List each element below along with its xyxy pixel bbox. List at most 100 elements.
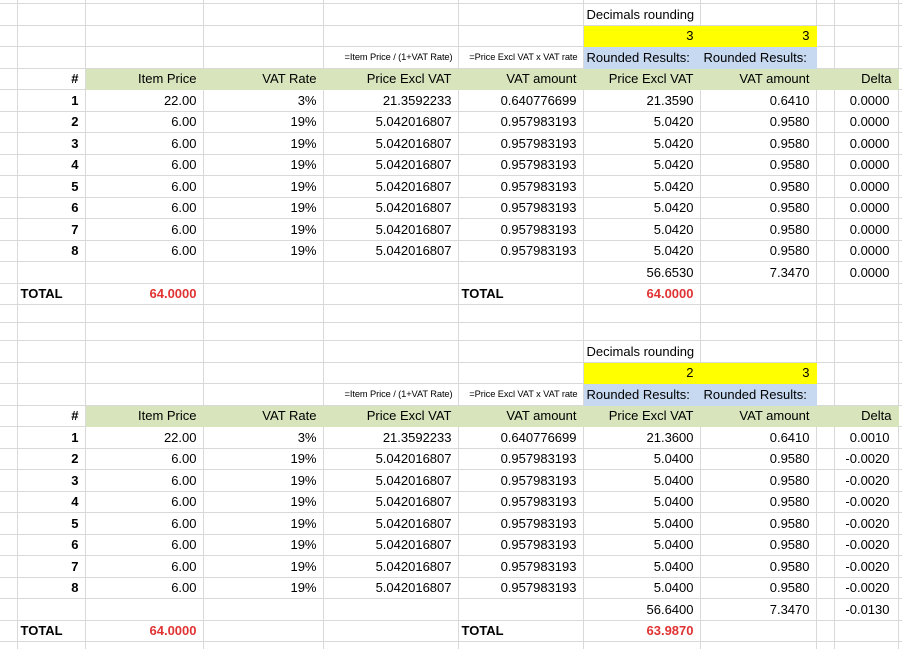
cell-vat-amount[interactable]: 0.957983193 — [458, 240, 583, 262]
cell-delta[interactable]: -0.0020 — [834, 577, 898, 599]
cell-row-number[interactable]: 8 — [17, 240, 85, 262]
cell-delta[interactable]: 0.0000 — [834, 240, 898, 262]
formula-vat-amount[interactable]: =Price Excl VAT x VAT rate — [458, 47, 583, 69]
formula-price-excl-vat[interactable]: =Item Price / (1+VAT Rate) — [323, 384, 458, 406]
cell-rounded-vat-amount[interactable]: 0.9580 — [700, 240, 816, 262]
cell-item-price[interactable]: 6.00 — [85, 197, 203, 219]
cell-item-price[interactable]: 6.00 — [85, 240, 203, 262]
header-number[interactable]: # — [17, 68, 85, 90]
header-item-price[interactable]: Item Price — [85, 68, 203, 90]
cell-row-number[interactable]: 3 — [17, 470, 85, 492]
cell-rounded-vat-amount[interactable]: 0.9580 — [700, 470, 816, 492]
cell-rounded-price-excl-vat[interactable]: 5.0420 — [583, 154, 700, 176]
cell-rounded-vat-amount[interactable]: 0.9580 — [700, 556, 816, 578]
cell-rounded-price-excl-vat[interactable]: 21.3590 — [583, 90, 700, 112]
cell-rounded-price-excl-vat[interactable]: 5.0400 — [583, 470, 700, 492]
cell-row-number[interactable]: 6 — [17, 197, 85, 219]
cell-vat-amount[interactable]: 0.957983193 — [458, 513, 583, 535]
header-vat-amount[interactable]: VAT amount — [458, 405, 583, 427]
cell-item-price[interactable]: 6.00 — [85, 491, 203, 513]
cell-item-price[interactable]: 22.00 — [85, 90, 203, 112]
cell-price-excl-vat[interactable]: 5.042016807 — [323, 197, 458, 219]
total-label-right[interactable]: TOTAL — [458, 620, 583, 642]
cell-delta[interactable]: -0.0020 — [834, 491, 898, 513]
cell-item-price[interactable]: 6.00 — [85, 513, 203, 535]
cell-price-excl-vat[interactable]: 5.042016807 — [323, 133, 458, 155]
cell-row-number[interactable]: 7 — [17, 219, 85, 241]
cell-delta[interactable]: 0.0000 — [834, 90, 898, 112]
cell-delta[interactable]: -0.0020 — [834, 470, 898, 492]
cell-item-price[interactable]: 6.00 — [85, 577, 203, 599]
cell-rounded-price-excl-vat[interactable]: 5.0400 — [583, 534, 700, 556]
cell-vat-rate[interactable]: 19% — [203, 534, 323, 556]
cell-rounded-vat-amount[interactable]: 0.9580 — [700, 111, 816, 133]
subtotal-rounded-price-excl-vat[interactable]: 56.6530 — [583, 262, 700, 284]
cell-item-price[interactable]: 6.00 — [85, 534, 203, 556]
cell-row-number[interactable]: 1 — [17, 90, 85, 112]
cell-price-excl-vat[interactable]: 5.042016807 — [323, 219, 458, 241]
rounded-results-label-1[interactable]: Rounded Results: — [583, 47, 700, 69]
cell-delta[interactable]: 0.0000 — [834, 154, 898, 176]
header-rounded-price-excl-vat[interactable]: Price Excl VAT — [583, 405, 700, 427]
cell-row-number[interactable]: 1 — [17, 427, 85, 449]
cell-item-price[interactable]: 6.00 — [85, 470, 203, 492]
rounding-decimals-cell-2[interactable]: 3 — [700, 25, 816, 47]
header-item-price[interactable]: Item Price — [85, 405, 203, 427]
cell-rounded-price-excl-vat[interactable]: 5.0420 — [583, 219, 700, 241]
total-item-price[interactable]: 64.0000 — [85, 620, 203, 642]
cell-vat-amount[interactable]: 0.957983193 — [458, 133, 583, 155]
cell-rounded-vat-amount[interactable]: 0.6410 — [700, 427, 816, 449]
cell-rounded-vat-amount[interactable]: 0.9580 — [700, 577, 816, 599]
cell-delta[interactable]: -0.0020 — [834, 513, 898, 535]
formula-vat-amount[interactable]: =Price Excl VAT x VAT rate — [458, 384, 583, 406]
cell-vat-amount[interactable]: 0.957983193 — [458, 111, 583, 133]
cell-item-price[interactable]: 6.00 — [85, 154, 203, 176]
subtotal-delta[interactable]: -0.0130 — [834, 599, 898, 621]
cell-rounded-vat-amount[interactable]: 0.9580 — [700, 154, 816, 176]
cell-vat-amount[interactable]: 0.957983193 — [458, 556, 583, 578]
cell-item-price[interactable]: 6.00 — [85, 219, 203, 241]
cell-delta[interactable]: 0.0000 — [834, 219, 898, 241]
cell-vat-rate[interactable]: 19% — [203, 577, 323, 599]
cell-rounded-price-excl-vat[interactable]: 5.0420 — [583, 240, 700, 262]
section-title[interactable]: Decimals rounding — [583, 4, 700, 26]
cell-vat-amount[interactable]: 0.957983193 — [458, 176, 583, 198]
cell-row-number[interactable]: 6 — [17, 534, 85, 556]
cell-price-excl-vat[interactable]: 21.3592233 — [323, 427, 458, 449]
cell-vat-amount[interactable]: 0.957983193 — [458, 219, 583, 241]
subtotal-rounded-price-excl-vat[interactable]: 56.6400 — [583, 599, 700, 621]
cell-rounded-vat-amount[interactable]: 0.9580 — [700, 219, 816, 241]
cell-vat-amount[interactable]: 0.957983193 — [458, 470, 583, 492]
cell-item-price[interactable]: 22.00 — [85, 427, 203, 449]
cell-price-excl-vat[interactable]: 5.042016807 — [323, 176, 458, 198]
cell-delta[interactable]: 0.0000 — [834, 176, 898, 198]
header-rounded-price-excl-vat[interactable]: Price Excl VAT — [583, 68, 700, 90]
cell-vat-amount[interactable]: 0.957983193 — [458, 197, 583, 219]
cell-rounded-vat-amount[interactable]: 0.9580 — [700, 197, 816, 219]
cell-rounded-vat-amount[interactable]: 0.6410 — [700, 90, 816, 112]
cell-rounded-price-excl-vat[interactable]: 5.0400 — [583, 491, 700, 513]
rounding-decimals-cell-2[interactable]: 3 — [700, 362, 816, 384]
cell-price-excl-vat[interactable]: 5.042016807 — [323, 534, 458, 556]
cell-rounded-price-excl-vat[interactable]: 5.0420 — [583, 133, 700, 155]
cell-rounded-vat-amount[interactable]: 0.9580 — [700, 133, 816, 155]
formula-price-excl-vat[interactable]: =Item Price / (1+VAT Rate) — [323, 47, 458, 69]
cell-vat-amount[interactable]: 0.957983193 — [458, 534, 583, 556]
cell-row-number[interactable]: 4 — [17, 154, 85, 176]
cell-delta[interactable]: -0.0020 — [834, 448, 898, 470]
header-delta[interactable]: Delta — [834, 405, 898, 427]
cell-price-excl-vat[interactable]: 21.3592233 — [323, 90, 458, 112]
total-rounded[interactable]: 63.9870 — [583, 620, 700, 642]
cell-row-number[interactable]: 5 — [17, 176, 85, 198]
cell-row-number[interactable]: 2 — [17, 111, 85, 133]
total-item-price[interactable]: 64.0000 — [85, 283, 203, 305]
header-price-excl-vat[interactable]: Price Excl VAT — [323, 68, 458, 90]
cell-delta[interactable]: 0.0010 — [834, 427, 898, 449]
cell-item-price[interactable]: 6.00 — [85, 448, 203, 470]
cell-price-excl-vat[interactable]: 5.042016807 — [323, 448, 458, 470]
cell-vat-amount[interactable]: 0.640776699 — [458, 427, 583, 449]
cell-vat-amount[interactable]: 0.957983193 — [458, 154, 583, 176]
cell-rounded-price-excl-vat[interactable]: 5.0420 — [583, 176, 700, 198]
cell-price-excl-vat[interactable]: 5.042016807 — [323, 470, 458, 492]
cell-rounded-vat-amount[interactable]: 0.9580 — [700, 513, 816, 535]
